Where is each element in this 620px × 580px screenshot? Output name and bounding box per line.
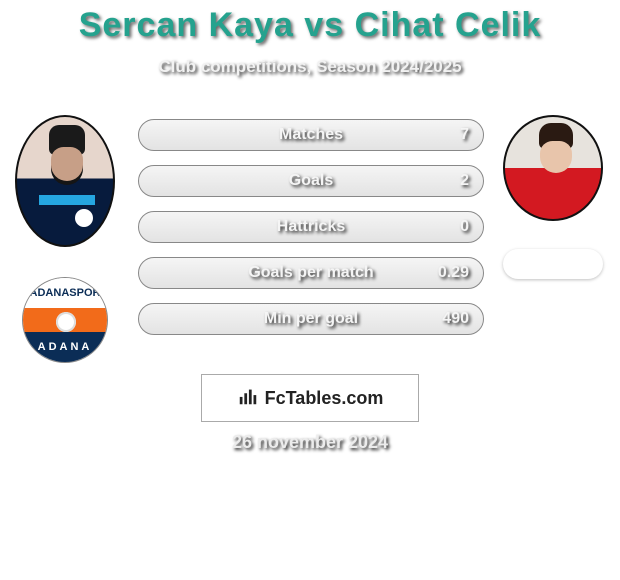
stat-row-goals-per-match: Goals per match 0.29: [138, 257, 484, 289]
stat-row-matches: Matches 7: [138, 119, 484, 151]
player-left-club-logo: ADANASPOR ADANA: [22, 277, 108, 363]
stat-row-goals: Goals 2: [138, 165, 484, 197]
player-left-avatar: [15, 115, 115, 247]
page-subtitle: Club competitions, Season 2024/2025: [0, 57, 620, 77]
stat-label: Min per goal: [264, 310, 358, 328]
stat-row-hattricks: Hattricks 0: [138, 211, 484, 243]
player-right-club-logo: [503, 249, 603, 279]
stat-value: 490: [442, 310, 469, 328]
bar-chart-icon: [237, 385, 259, 412]
left-player-column: ADANASPOR ADANA: [10, 115, 120, 363]
branding-box: FcTables.com: [201, 374, 419, 422]
stat-value: 7: [460, 126, 469, 144]
stat-label: Goals per match: [248, 264, 373, 282]
stat-value: 2: [460, 172, 469, 190]
stat-value: 0.29: [438, 264, 469, 282]
right-player-column: [498, 115, 608, 279]
page-title: Sercan Kaya vs Cihat Celik: [0, 0, 620, 45]
comparison-date: 26 november 2024: [232, 432, 388, 453]
stat-label: Hattricks: [277, 218, 345, 236]
stat-value: 0: [460, 218, 469, 236]
stats-bars: Matches 7 Goals 2 Hattricks 0 Goals per …: [138, 119, 484, 349]
stat-label: Goals: [289, 172, 333, 190]
player-right-avatar: [503, 115, 603, 221]
branding-text: FcTables.com: [265, 388, 384, 409]
stat-label: Matches: [279, 126, 343, 144]
stat-row-min-per-goal: Min per goal 490: [138, 303, 484, 335]
club-logo-bottom-text: ADANA: [23, 332, 107, 362]
club-logo-top-text: ADANASPOR: [23, 278, 107, 308]
